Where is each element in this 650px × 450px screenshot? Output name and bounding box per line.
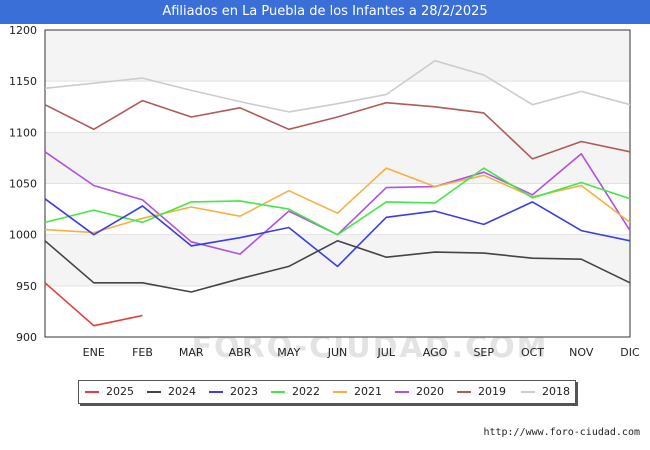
y-tick-label: 1200	[9, 24, 37, 37]
y-tick-label: 1000	[9, 229, 37, 242]
series-line-2021	[44, 167, 631, 234]
legend-label: 2019	[478, 385, 506, 398]
series-line-2025	[44, 282, 143, 327]
legend-item-2018: 2018	[521, 381, 570, 403]
legend-swatch	[147, 391, 161, 393]
x-tick-label: ENE	[83, 346, 105, 359]
x-tick-label: JUL	[377, 346, 396, 359]
plot-frame	[44, 29, 631, 338]
legend: 2025 2024 2023 2022 2021 2020 2019 2018	[78, 380, 576, 404]
legend-item-2024: 2024	[147, 381, 196, 403]
legend-item-2020: 2020	[395, 381, 444, 403]
legend-item-2025: 2025	[85, 381, 134, 403]
x-tick-label: ABR	[229, 346, 252, 359]
series-line-2019	[44, 99, 631, 160]
x-tick-label: JUN	[327, 346, 348, 359]
legend-swatch	[209, 391, 223, 393]
x-tick-label: SEP	[473, 346, 494, 359]
x-tick-label: MAY	[277, 346, 300, 359]
legend-label: 2023	[230, 385, 258, 398]
x-tick-label: OCT	[521, 346, 544, 359]
legend-swatch	[333, 391, 347, 393]
x-tick-label: DIC	[620, 346, 640, 359]
legend-item-2023: 2023	[209, 381, 258, 403]
legend-item-2019: 2019	[457, 381, 506, 403]
x-tick-label: FEB	[132, 346, 153, 359]
grid-band	[45, 132, 630, 184]
source-url[interactable]: http://www.foro-ciudad.com	[483, 427, 640, 438]
legend-label: 2020	[416, 385, 444, 398]
series-line-2024	[44, 240, 631, 293]
legend-swatch	[457, 391, 471, 393]
legend-item-2021: 2021	[333, 381, 382, 403]
legend-label: 2021	[354, 385, 382, 398]
x-tick-label: AGO	[423, 346, 448, 359]
legend-label: 2022	[292, 385, 320, 398]
legend-swatch	[85, 391, 99, 393]
series-line-2022	[44, 167, 631, 236]
legend-swatch	[521, 391, 535, 393]
y-tick-label: 1150	[9, 75, 37, 88]
x-tick-label: NOV	[569, 346, 594, 359]
x-tick-label: MAR	[179, 346, 204, 359]
legend-swatch	[395, 391, 409, 393]
y-tick-label: 1100	[9, 126, 37, 139]
y-tick-label: 950	[16, 280, 37, 293]
title-bar: Afiliados en La Puebla de los Infantes a…	[0, 0, 650, 24]
chart-title: Afiliados en La Puebla de los Infantes a…	[162, 4, 488, 19]
legend-label: 2025	[106, 385, 134, 398]
legend-label: 2024	[168, 385, 196, 398]
series-line-2023	[44, 198, 631, 268]
grid-band	[45, 234, 630, 286]
grid-band	[45, 30, 630, 82]
series-line-2018	[44, 59, 631, 113]
y-tick-label: 1050	[9, 178, 37, 191]
legend-swatch	[271, 391, 285, 393]
legend-item-2022: 2022	[271, 381, 320, 403]
y-tick-label: 900	[16, 331, 37, 344]
legend-label: 2018	[542, 385, 570, 398]
